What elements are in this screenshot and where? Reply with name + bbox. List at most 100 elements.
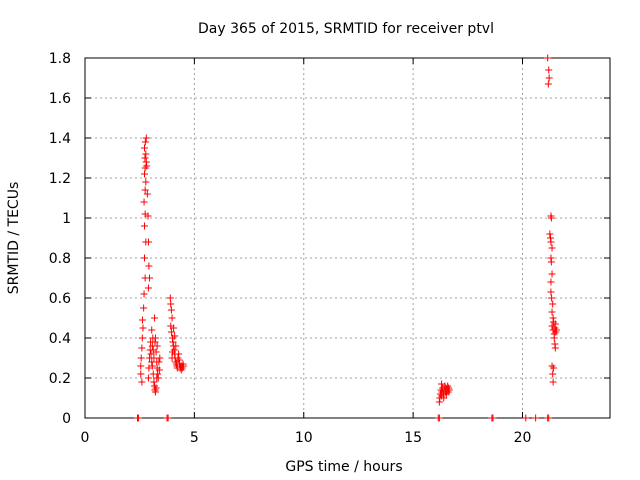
data-point xyxy=(137,370,145,378)
data-point xyxy=(151,314,159,322)
data-point xyxy=(142,178,150,186)
data-point xyxy=(144,284,152,292)
data-point xyxy=(141,254,148,262)
data-point xyxy=(175,350,183,358)
data-point xyxy=(435,414,443,422)
data-point xyxy=(169,348,176,356)
data-point xyxy=(489,414,497,422)
y-tick-label: 0.4 xyxy=(49,331,71,347)
plot-frame xyxy=(84,57,611,419)
data-point xyxy=(153,342,161,350)
data-point xyxy=(145,262,153,270)
data-point xyxy=(146,274,154,282)
data-point xyxy=(552,326,560,334)
data-point xyxy=(171,332,179,340)
y-axis-label: SRMTID / TECUs xyxy=(6,182,22,295)
y-tick-label: 0.2 xyxy=(49,371,71,387)
data-points xyxy=(134,54,560,422)
data-point xyxy=(138,334,146,342)
data-point xyxy=(138,378,146,386)
data-point xyxy=(166,294,174,302)
data-point xyxy=(548,244,556,252)
data-point xyxy=(148,326,156,334)
data-point xyxy=(547,278,555,286)
data-point xyxy=(545,414,553,422)
data-point xyxy=(141,144,148,152)
y-tick-label: 1.4 xyxy=(49,131,71,147)
data-point xyxy=(551,320,559,328)
data-point xyxy=(169,338,177,346)
data-point xyxy=(135,414,143,422)
data-point xyxy=(154,370,162,378)
data-point xyxy=(551,344,559,352)
data-point xyxy=(141,222,148,230)
data-point xyxy=(141,170,148,178)
data-point xyxy=(151,388,159,396)
data-point xyxy=(143,162,151,170)
data-point xyxy=(547,238,555,246)
data-point xyxy=(139,316,147,324)
data-point xyxy=(144,374,152,382)
data-point xyxy=(137,354,145,362)
data-point xyxy=(155,358,163,366)
data-point xyxy=(142,150,150,158)
data-point xyxy=(167,300,175,308)
y-tick-label: 1.2 xyxy=(49,171,71,187)
data-point xyxy=(144,212,152,220)
y-tick-label: 0.8 xyxy=(49,251,71,267)
data-point xyxy=(141,138,149,146)
data-point xyxy=(549,370,557,378)
data-point xyxy=(445,386,453,394)
data-point xyxy=(137,362,145,370)
data-point xyxy=(172,342,180,350)
data-point xyxy=(164,414,172,422)
data-point xyxy=(548,308,556,316)
data-point xyxy=(140,304,148,312)
x-tick-label: 20 xyxy=(514,430,532,446)
data-point xyxy=(179,362,187,370)
data-point xyxy=(167,306,175,314)
data-point xyxy=(151,334,159,342)
data-point xyxy=(545,66,553,74)
grid-lines xyxy=(85,58,610,418)
data-point xyxy=(140,198,148,206)
data-point xyxy=(547,214,555,222)
data-point xyxy=(545,74,553,82)
data-point xyxy=(438,380,446,388)
data-point xyxy=(544,54,552,62)
x-tick-label: 15 xyxy=(404,430,422,446)
data-point xyxy=(148,362,156,370)
y-tick-label: 1 xyxy=(62,211,71,227)
axis-ticks: 0 0.2 0.4 0.6 0.8 1 1.2 1.4 1.6 1.8 0 5 10 15 20 xyxy=(49,51,610,446)
data-point xyxy=(141,186,149,194)
chart-title: Day 365 of 2015, SRMTID for receiver ptv… xyxy=(198,21,494,37)
data-point xyxy=(544,80,552,88)
data-point xyxy=(548,270,556,278)
data-point xyxy=(152,384,160,392)
x-tick-label: 10 xyxy=(295,430,313,446)
data-point xyxy=(546,230,554,238)
data-point xyxy=(549,378,557,386)
data-point xyxy=(440,394,448,402)
data-point xyxy=(149,346,157,354)
data-point xyxy=(142,134,150,142)
x-axis-label: GPS time / hours xyxy=(285,459,402,475)
data-point xyxy=(140,290,148,298)
y-tick-label: 1.6 xyxy=(49,91,71,107)
data-point xyxy=(156,354,164,362)
y-tick-label: 0 xyxy=(62,411,71,427)
x-tick-label: 0 xyxy=(81,430,90,446)
data-point xyxy=(549,300,557,308)
data-point xyxy=(548,294,556,302)
data-point xyxy=(550,364,558,372)
data-point xyxy=(167,328,175,336)
data-point xyxy=(144,238,152,246)
data-point xyxy=(155,366,163,374)
data-point xyxy=(141,154,149,162)
data-point xyxy=(168,314,176,322)
data-point xyxy=(150,354,158,362)
data-point xyxy=(532,414,540,422)
y-tick-label: 1.8 xyxy=(49,51,71,67)
data-point xyxy=(170,324,178,332)
